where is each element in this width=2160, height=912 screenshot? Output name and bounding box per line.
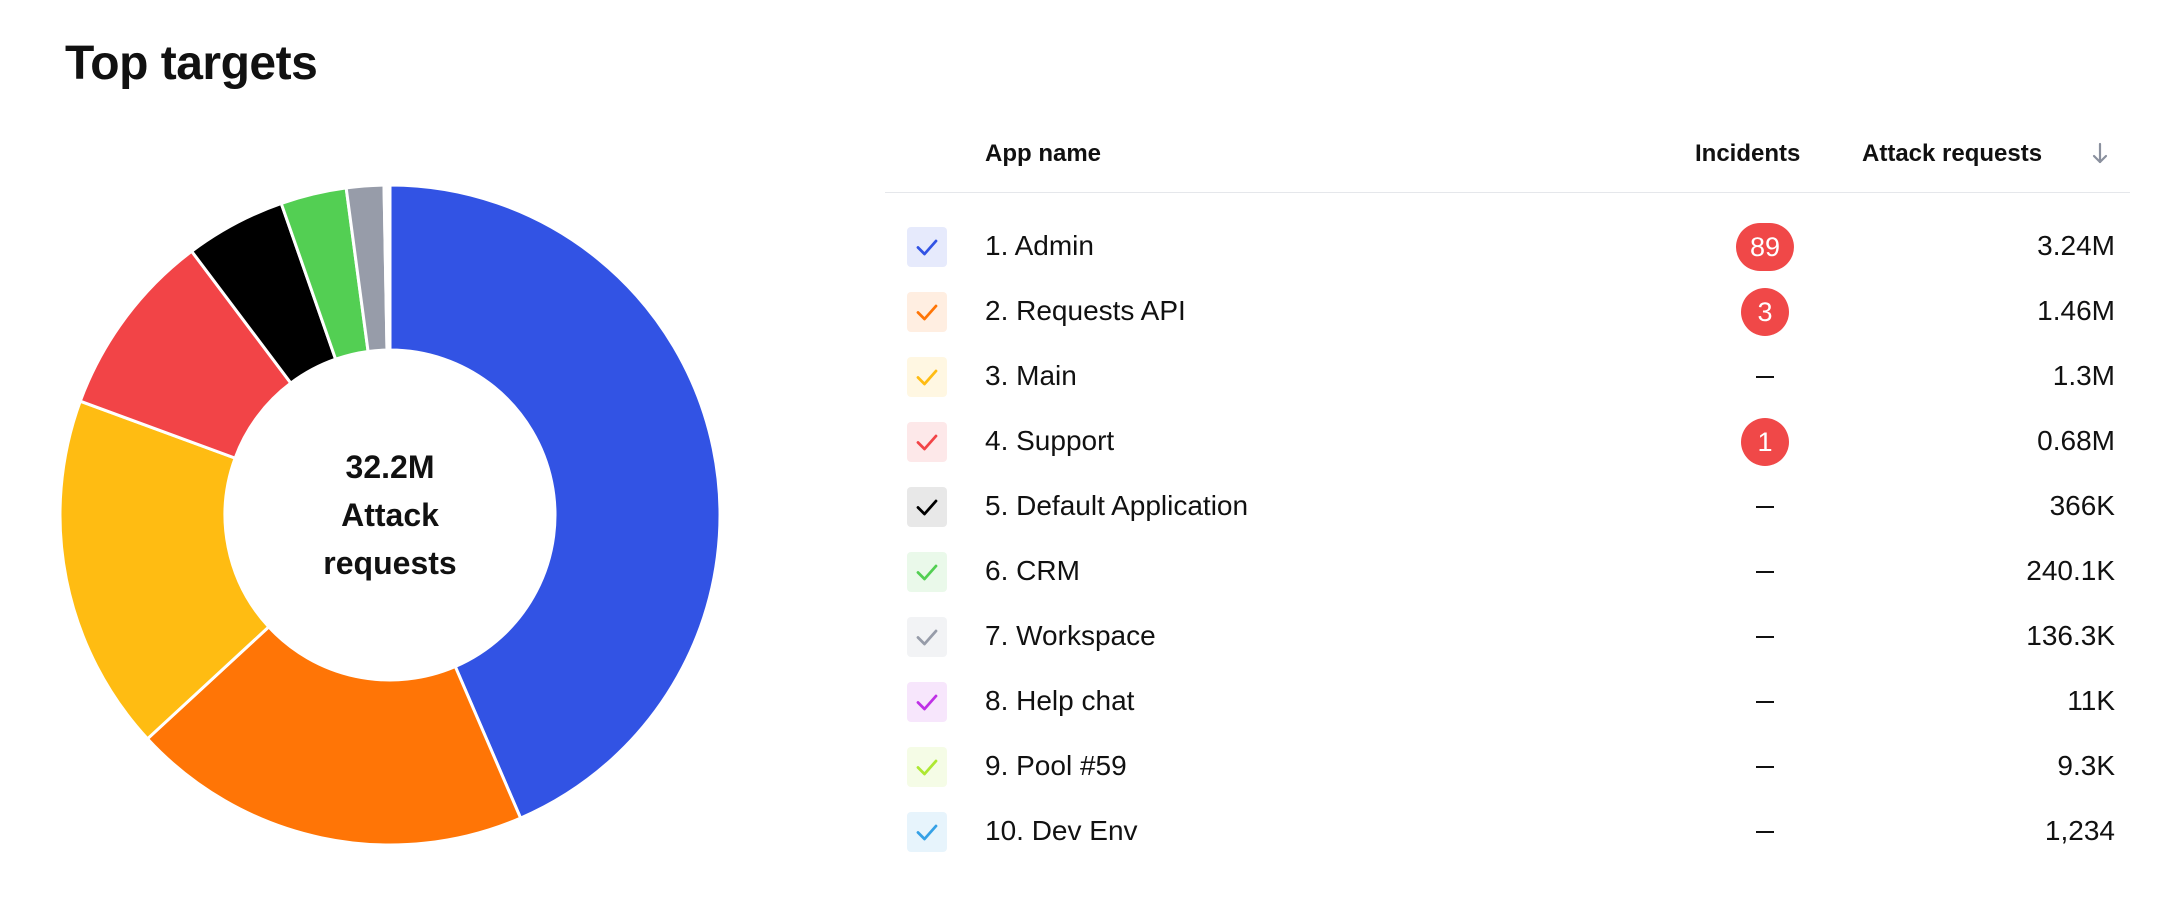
checkmark-icon [916,499,938,516]
incidents-cell [1741,548,1789,596]
column-header-attack-requests[interactable]: Attack requests [1862,140,2043,167]
donut-svg [60,185,720,845]
app-name: 2. Requests API [985,295,1186,326]
checkmark-icon [916,239,938,256]
donut-slice[interactable] [145,625,523,845]
series-checkbox[interactable] [907,682,947,722]
table-body: 1. Admin 89 3.24M 2. Requests API 3 1.46M 3. M… [885,193,2130,865]
series-checkbox[interactable] [907,227,947,267]
series-checkbox[interactable] [907,292,947,332]
incidents-cell: 89 [1735,223,1795,271]
table-row[interactable]: 6. CRM 240.1K [885,540,2130,605]
attack-requests-value: 11K [2067,685,2115,716]
donut-center-text-1: Attack [341,497,439,533]
table-row[interactable]: 10. Dev Env 1,234 [885,800,2130,865]
series-checkbox[interactable] [907,747,947,787]
donut-slice[interactable] [388,185,720,820]
empty-dash-icon [1756,636,1774,638]
donut-chart: 32.2M Attack requests [60,185,720,845]
attack-requests-value: 136.3K [2026,620,2115,651]
incidents-cell [1741,743,1789,791]
table-header: App name Incidents Attack requests [885,120,2130,193]
series-checkbox[interactable] [907,357,947,397]
attack-requests-value: 3.24M [2037,230,2115,261]
app-name: 6. CRM [985,555,1080,586]
app-name: 9. Pool #59 [985,750,1127,781]
table-row[interactable]: 7. Workspace 136.3K [885,605,2130,670]
table-row[interactable]: 8. Help chat 11K [885,670,2130,735]
attack-requests-value: 1,234 [2044,815,2115,846]
app-name: 1. Admin [985,230,1094,261]
empty-dash-icon [1756,831,1774,833]
incidents-badge: 3 [1741,288,1789,336]
checkmark-icon [916,824,938,841]
empty-dash-icon [1756,766,1774,768]
arrow-down-icon[interactable] [2090,138,2110,168]
empty-dash-icon [1756,701,1774,703]
table-row[interactable]: 3. Main 1.3M [885,345,2130,410]
empty-dash-icon [1756,571,1774,573]
donut-slice[interactable] [60,399,271,741]
incidents-cell [1741,613,1789,661]
table-row[interactable]: 9. Pool #59 9.3K [885,735,2130,800]
series-checkbox[interactable] [907,552,947,592]
table-row[interactable]: 2. Requests API 3 1.46M [885,280,2130,345]
checkmark-icon [916,304,938,321]
attack-requests-value: 0.68M [2037,425,2115,456]
attack-requests-value: 1.46M [2037,295,2115,326]
donut-center-label: 32.2M Attack requests [60,185,720,845]
checkmark-icon [916,369,938,386]
incidents-cell [1741,353,1789,401]
incidents-cell: 1 [1741,418,1789,466]
app-name: 3. Main [985,360,1077,391]
checkmark-icon [916,694,938,711]
checkmark-icon [916,759,938,776]
series-checkbox[interactable] [907,812,947,852]
empty-dash-icon [1756,506,1774,508]
table-row[interactable]: 4. Support 1 0.68M [885,410,2130,475]
incidents-cell [1741,808,1789,856]
checkmark-icon [916,564,938,581]
donut-center-value: 32.2M [345,449,435,485]
table-row[interactable]: 1. Admin 89 3.24M [885,215,2130,280]
attack-requests-value: 1.3M [2052,360,2115,391]
column-header-incidents[interactable]: Incidents [1695,140,1801,167]
page-title: Top targets [65,37,318,90]
attack-requests-value: 366K [2049,490,2115,521]
checkmark-icon [916,434,938,451]
table-row[interactable]: 5. Default Application 366K [885,475,2130,540]
incidents-badge: 1 [1741,418,1789,466]
empty-dash-icon [1756,376,1774,378]
app-name: 10. Dev Env [985,815,1138,846]
incidents-badge: 89 [1735,223,1795,271]
column-header-app-name[interactable]: App name [985,140,1102,167]
series-checkbox[interactable] [907,617,947,657]
checkmark-icon [916,629,938,646]
app-name: 7. Workspace [985,620,1156,651]
series-checkbox[interactable] [907,487,947,527]
attack-requests-value: 240.1K [2026,555,2115,586]
attack-requests-value: 9.3K [2057,750,2115,781]
app-name: 4. Support [985,425,1115,456]
app-name: 8. Help chat [985,685,1135,716]
top-targets-table: App name Incidents Attack requests 1. Ad… [885,120,2130,865]
donut-center-text-2: requests [323,545,457,581]
incidents-cell [1741,678,1789,726]
incidents-cell [1741,483,1789,531]
incidents-cell: 3 [1741,288,1789,336]
app-name: 5. Default Application [985,490,1249,521]
series-checkbox[interactable] [907,422,947,462]
